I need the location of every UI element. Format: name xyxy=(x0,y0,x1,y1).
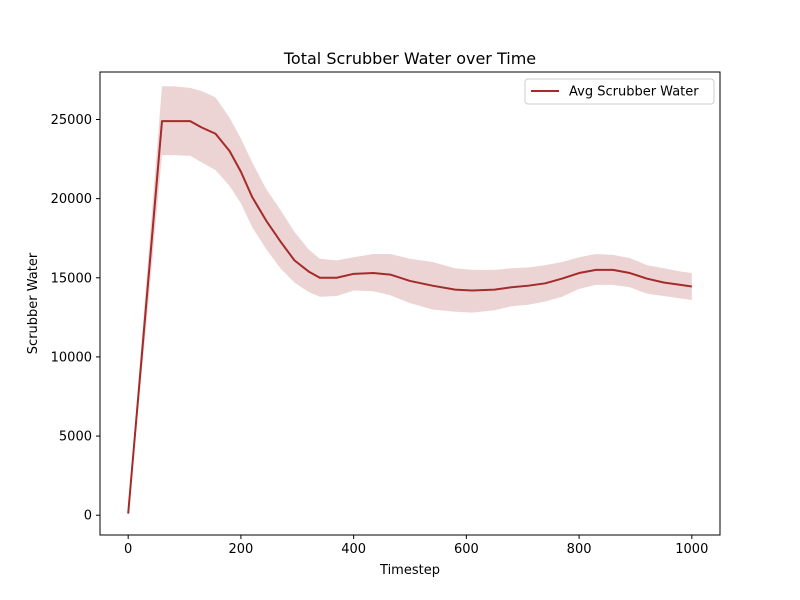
plot-frame xyxy=(99,71,721,536)
y-axis-label: Scrubber Water xyxy=(26,252,41,354)
legend-box xyxy=(524,78,715,105)
x-tick-label: 600 xyxy=(454,542,479,557)
y-tick-label: 10000 xyxy=(51,350,92,365)
legend: Avg Scrubber Water xyxy=(524,78,715,105)
x-tick-label: 800 xyxy=(567,542,592,557)
chart-title: Total Scrubber Water over Time xyxy=(283,49,536,68)
y-tick-label: 20000 xyxy=(51,192,92,207)
y-tick-label: 15000 xyxy=(51,271,92,286)
x-axis: 0 200 400 600 800 1000 xyxy=(124,535,708,557)
y-tick-label: 0 xyxy=(84,509,92,524)
series-line-0 xyxy=(127,120,692,514)
y-tick-label: 25000 xyxy=(51,113,92,128)
x-tick-label: 0 xyxy=(124,542,132,557)
x-tick-label: 200 xyxy=(228,542,253,557)
y-tick-label: 5000 xyxy=(59,430,92,445)
x-tick-label: 400 xyxy=(341,542,366,557)
x-tick-label: 1000 xyxy=(675,542,708,557)
confidence-band-0 xyxy=(128,86,692,514)
plot-area xyxy=(127,86,692,514)
y-axis: 0 5000 10000 15000 20000 25000 xyxy=(51,113,100,524)
legend-label: Avg Scrubber Water xyxy=(569,85,699,100)
x-axis-label: Timestep xyxy=(379,563,440,578)
